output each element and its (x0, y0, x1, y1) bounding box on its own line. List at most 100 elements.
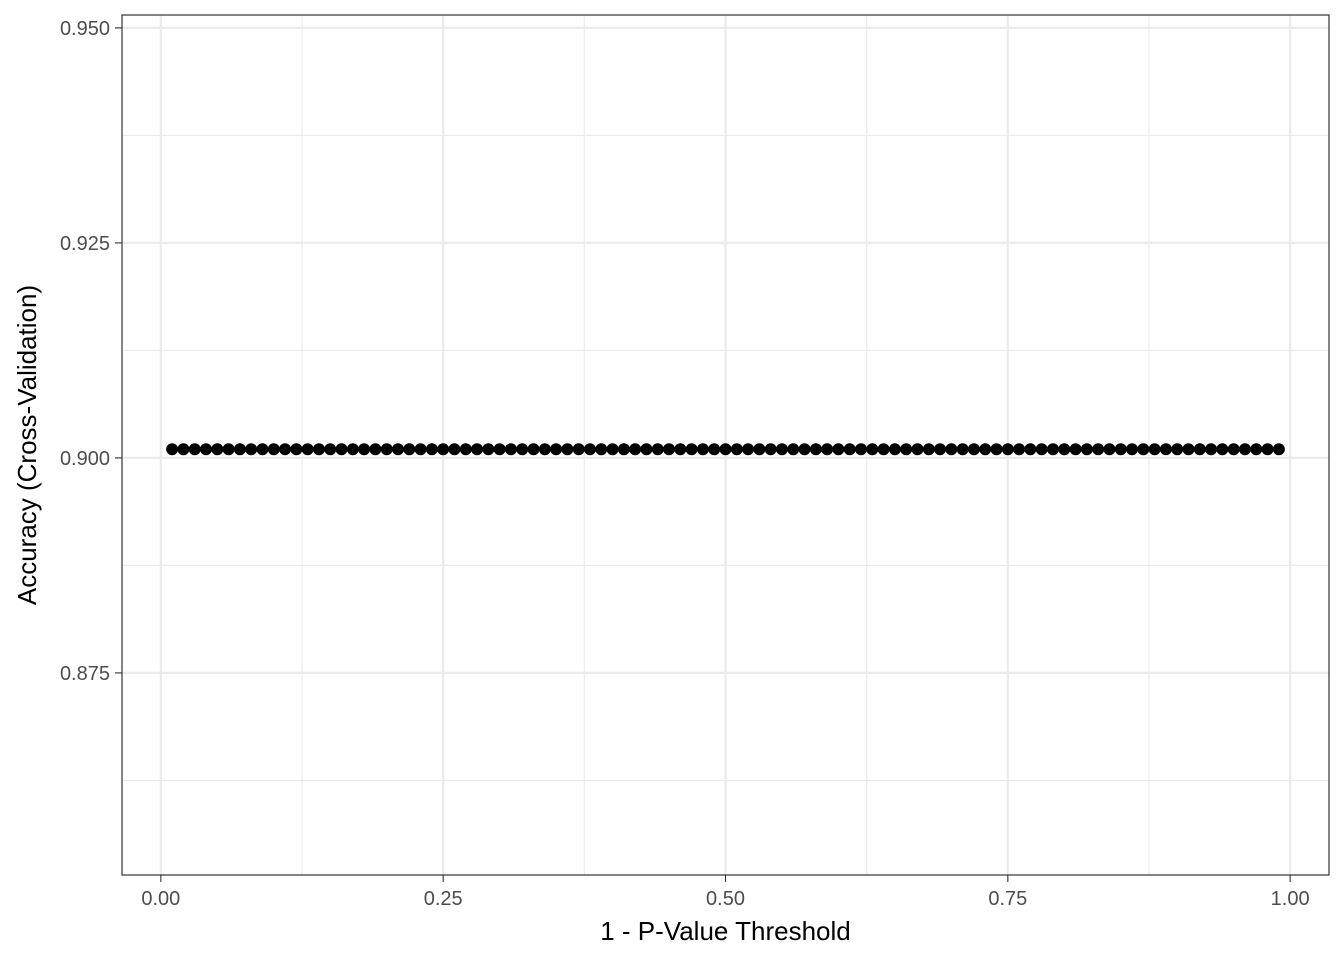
data-point (674, 443, 687, 456)
data-point (719, 443, 732, 456)
data-point (358, 443, 371, 456)
data-point (764, 443, 777, 456)
data-point (843, 443, 856, 456)
y-axis-title: Accuracy (Cross-Validation) (12, 285, 42, 605)
data-point (967, 443, 980, 456)
data-point (685, 443, 698, 456)
data-point (516, 443, 529, 456)
data-point (617, 443, 630, 456)
data-point (335, 443, 348, 456)
data-point (346, 443, 359, 456)
data-point (1250, 443, 1263, 456)
data-point (312, 443, 325, 456)
data-point (222, 443, 235, 456)
x-axis-title: 1 - P-Value Threshold (600, 916, 851, 946)
data-point (1159, 443, 1172, 456)
data-point (990, 443, 1003, 456)
data-point (471, 443, 484, 456)
data-point (572, 443, 585, 456)
data-point (866, 443, 879, 456)
data-point (1148, 443, 1161, 456)
data-point (651, 443, 664, 456)
data-point (775, 443, 788, 456)
data-point (448, 443, 461, 456)
data-point (798, 443, 811, 456)
y-tick-label: 0.900 (60, 448, 110, 470)
data-point (1080, 443, 1093, 456)
data-point (267, 443, 280, 456)
data-point (911, 443, 924, 456)
data-point (290, 443, 303, 456)
data-point (561, 443, 574, 456)
y-tick-label: 0.925 (60, 233, 110, 255)
data-point (177, 443, 190, 456)
data-point (956, 443, 969, 456)
x-tick-label: 0.00 (141, 888, 180, 910)
y-tick-label: 0.875 (60, 663, 110, 685)
data-point (979, 443, 992, 456)
data-point (1193, 443, 1206, 456)
data-point (1137, 443, 1150, 456)
data-point (1238, 443, 1251, 456)
data-point (753, 443, 766, 456)
data-point (708, 443, 721, 456)
data-point (1216, 443, 1229, 456)
data-point (934, 443, 947, 456)
data-point (595, 443, 608, 456)
data-point (166, 443, 179, 456)
data-point (1035, 443, 1048, 456)
data-point (403, 443, 416, 456)
data-point (301, 443, 314, 456)
data-point (900, 443, 913, 456)
x-tick-label: 0.75 (988, 888, 1027, 910)
data-point (1114, 443, 1127, 456)
data-point (550, 443, 563, 456)
data-point (730, 443, 743, 456)
data-point (414, 443, 427, 456)
data-point (256, 443, 269, 456)
data-point (1227, 443, 1240, 456)
data-point (832, 443, 845, 456)
data-point (459, 443, 472, 456)
data-point (1092, 443, 1105, 456)
data-point (233, 443, 246, 456)
data-point (742, 443, 755, 456)
data-point (1205, 443, 1218, 456)
data-point (493, 443, 506, 456)
data-point (1103, 443, 1116, 456)
data-point (945, 443, 958, 456)
y-axis: 0.875 0.900 0.925 0.950 (60, 18, 122, 685)
data-point (1171, 443, 1184, 456)
data-point (425, 443, 438, 456)
data-point (211, 443, 224, 456)
data-point (1126, 443, 1139, 456)
data-point (1046, 443, 1059, 456)
data-point (527, 443, 540, 456)
data-point (629, 443, 642, 456)
data-point (583, 443, 596, 456)
data-point (1024, 443, 1037, 456)
data-point (1261, 443, 1274, 456)
data-point (1013, 443, 1026, 456)
data-point (380, 443, 393, 456)
data-point (1069, 443, 1082, 456)
data-point (279, 443, 292, 456)
data-point (1058, 443, 1071, 456)
data-point (324, 443, 337, 456)
data-point (809, 443, 822, 456)
data-point (877, 443, 890, 456)
x-tick-label: 0.25 (424, 888, 463, 910)
data-point (538, 443, 551, 456)
data-point (504, 443, 517, 456)
x-tick-label: 0.50 (706, 888, 745, 910)
data-point (888, 443, 901, 456)
data-point (437, 443, 450, 456)
data-points (166, 443, 1285, 456)
data-point (821, 443, 834, 456)
data-point (606, 443, 619, 456)
y-tick-label: 0.950 (60, 18, 110, 40)
data-point (787, 443, 800, 456)
data-point (1272, 443, 1285, 456)
data-point (369, 443, 382, 456)
